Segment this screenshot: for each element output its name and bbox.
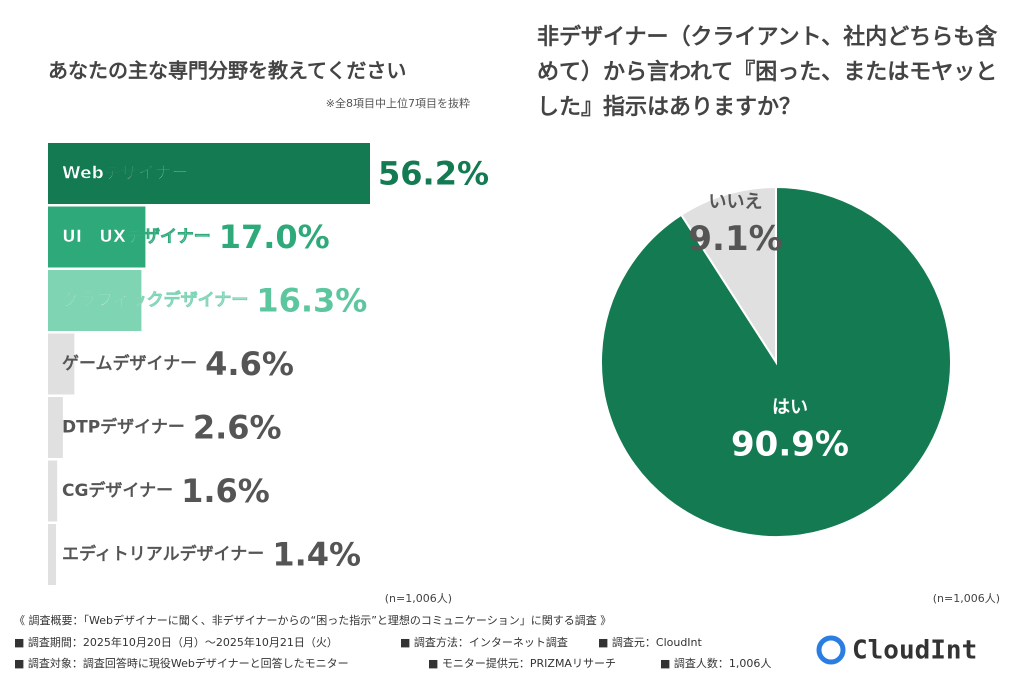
bar-sample: (n=1,006人) [385,592,452,605]
bar [48,206,146,268]
value-label: 4.6% [205,345,294,383]
bar-category: Webデザイナー [62,163,189,184]
logo-icon [816,635,846,665]
pie-sample: (n=1,006人) [933,592,1000,605]
logo: CloudInt [852,636,977,666]
footer-item: ■ 調査対象：調査回答時に現役Webデザイナーと回答したモニター [14,656,349,670]
value-label: 17.0% [219,218,330,256]
bar-category: UI／UXデザイナー [62,226,211,247]
bar-category: ゲームデザイナー [62,353,197,374]
footer-summary: 《 調査概要：「Webデザイナーに聞く、非デザイナーからの“困った指示”と理想の… [14,613,611,627]
bar [48,460,58,522]
value-label: 2.6% [193,409,282,447]
footer-item: ■ 調査元：CloudInt [598,635,703,649]
footer-item: ■ 調査人数：1,006人 [660,656,771,670]
footer-item: ■ 調査期間：2025年10月20日（月）～2025年10月21日（火） [14,635,338,649]
pie-value-label: 90.9% [731,425,849,465]
bar-category: グラフィックデザイナー [62,290,248,311]
value-label: 16.3% [256,282,367,320]
bar [48,333,75,395]
footer-item: ■ 調査方法：インターネット調査 [400,635,568,649]
bar-category: CGデザイナー [62,480,173,501]
pie-category: はい [772,397,808,418]
bar-title: あなたの主な専門分野を教えてください [48,59,406,83]
footer-item: ■ モニター提供元：PRIZMAリサーチ [428,656,616,670]
pie-title: 非デザイナー（クライアント、社内どちらも含めて）から言われて『困った、またはモヤ… [537,25,998,120]
bar [48,270,142,331]
value-label: 1.6% [181,472,270,510]
bar [48,397,63,458]
pie-value-label: 9.1% [688,219,782,259]
pie-category: いいえ [709,191,763,212]
bar [48,143,370,204]
value-label: 56.2% [378,155,489,193]
bar-note: ※全8項目中上位7項目を抜粋 [326,96,470,110]
bar-category: エディトリアルデザイナー [62,544,264,565]
bar-category: DTPデザイナー [62,417,185,438]
bar [48,524,57,585]
value-label: 1.4% [272,536,361,574]
pie-slice [679,185,777,366]
